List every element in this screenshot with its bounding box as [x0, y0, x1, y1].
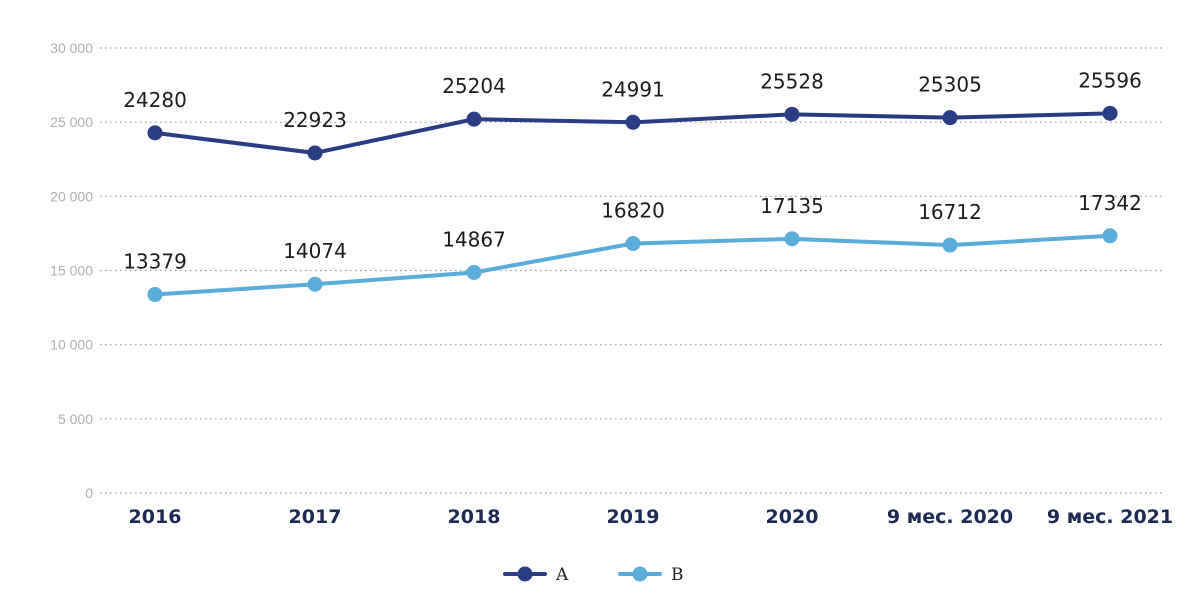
series-layer	[147, 105, 1118, 303]
y-tick-label: 20 000	[50, 188, 93, 204]
data-label-B: 16712	[918, 200, 982, 224]
data-point-B	[466, 264, 482, 280]
y-tick-label: 10 000	[50, 337, 93, 353]
legend-label-A: A	[555, 565, 569, 585]
y-tick-label: 0	[85, 485, 93, 501]
data-label-B: 13379	[123, 250, 187, 274]
y-axis: 0 5 000 10 000 15 000 20 000 25 000 30 000	[50, 40, 93, 501]
data-label-A: 24991	[601, 77, 665, 101]
data-label-A: 25596	[1078, 68, 1142, 92]
legend-label-B: B	[671, 565, 684, 585]
data-point-B	[625, 236, 641, 252]
data-labels: 24280 22923 25204 24991 25528 25305 25596 13379…	[123, 68, 1142, 273]
data-label-B: 17342	[1078, 191, 1142, 215]
data-label-B: 17135	[760, 194, 824, 218]
y-tick-label: 15 000	[50, 263, 93, 279]
x-tick-label: 2019	[607, 506, 660, 528]
legend-marker-B	[632, 566, 648, 582]
y-tick-label: 25 000	[50, 114, 93, 130]
data-label-A: 24280	[123, 88, 187, 112]
data-label-B: 14074	[283, 239, 347, 263]
x-tick-label: 9 мес. 2020	[887, 506, 1013, 528]
x-tick-label: 2016	[129, 506, 182, 528]
data-label-A: 25204	[442, 74, 506, 98]
x-tick-label: 2017	[289, 506, 342, 528]
data-point-B	[307, 276, 323, 292]
legend-item-B: B	[618, 565, 684, 585]
y-tick-label: 30 000	[50, 40, 93, 56]
x-axis: 2016 2017 2018 2019 2020 9 мес. 2020 9 мес. 20…	[129, 506, 1174, 528]
data-point-A	[942, 110, 958, 126]
x-tick-label: 2018	[448, 506, 501, 528]
data-point-A	[466, 111, 482, 127]
legend-marker-A	[517, 566, 533, 582]
y-tick-label: 5 000	[58, 411, 93, 427]
data-point-A	[1102, 105, 1118, 121]
data-point-A	[147, 125, 163, 141]
data-label-A: 22923	[283, 108, 347, 132]
data-label-A: 25305	[918, 73, 982, 97]
data-point-B	[1102, 228, 1118, 244]
x-tick-label: 9 мес. 2021	[1047, 506, 1173, 528]
data-label-A: 25528	[760, 69, 824, 93]
data-label-B: 14867	[442, 227, 506, 251]
data-point-A	[307, 145, 323, 161]
data-point-A	[625, 114, 641, 130]
data-point-B	[784, 231, 800, 247]
data-point-B	[942, 237, 958, 253]
data-label-B: 16820	[601, 199, 665, 223]
legend-item-A: A	[503, 565, 569, 585]
data-point-B	[147, 287, 163, 303]
x-tick-label: 2020	[766, 506, 819, 528]
data-point-A	[784, 106, 800, 122]
